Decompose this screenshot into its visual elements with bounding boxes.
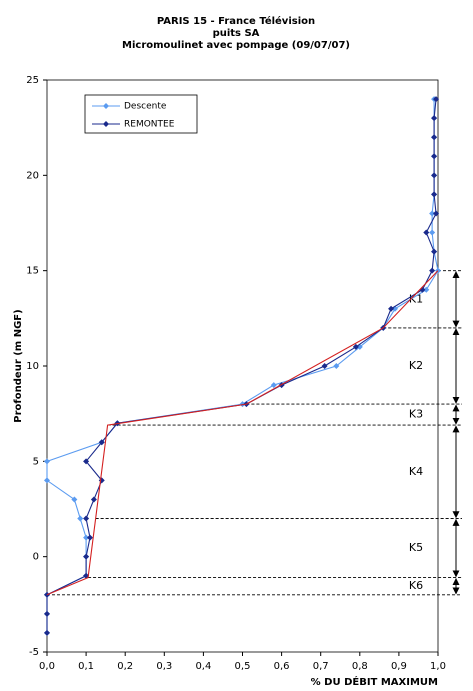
data-point bbox=[429, 210, 436, 217]
data-point bbox=[71, 496, 78, 503]
legend-label: Descente bbox=[124, 102, 167, 112]
data-point bbox=[270, 382, 277, 389]
x-tick-label: 0,6 bbox=[274, 661, 290, 672]
data-point bbox=[333, 363, 340, 369]
x-tick-label: 0,3 bbox=[156, 661, 172, 672]
chart-subtitle: puits SA bbox=[213, 28, 260, 39]
data-point bbox=[431, 153, 438, 160]
zone-label: K6 bbox=[409, 579, 423, 592]
data-point bbox=[239, 401, 246, 408]
y-tick-label: 5 bbox=[33, 456, 39, 467]
y-tick-label: -5 bbox=[29, 647, 39, 658]
legend-label: REMONTEE bbox=[124, 120, 175, 130]
y-tick-label: 10 bbox=[26, 361, 39, 372]
x-tick-label: 0,0 bbox=[39, 661, 55, 672]
y-axis-label: Profondeur (m NGF) bbox=[13, 309, 24, 422]
data-point bbox=[44, 477, 50, 484]
data-point bbox=[87, 534, 94, 541]
data-point bbox=[433, 210, 440, 217]
data-point bbox=[83, 458, 90, 465]
x-tick-label: 0,4 bbox=[195, 661, 211, 672]
data-point bbox=[423, 286, 430, 293]
data-point bbox=[431, 115, 438, 122]
x-tick-label: 0,2 bbox=[117, 661, 133, 672]
data-point bbox=[431, 172, 438, 179]
data-point bbox=[44, 610, 50, 617]
data-point bbox=[352, 343, 359, 350]
y-tick-label: 20 bbox=[26, 170, 39, 181]
plot-area bbox=[46, 79, 439, 653]
zone-label: K4 bbox=[409, 465, 423, 478]
legend-marker bbox=[103, 103, 109, 109]
data-point bbox=[44, 458, 50, 465]
data-point bbox=[77, 515, 84, 522]
chart-title: PARIS 15 - France Télévision bbox=[157, 15, 315, 27]
chart-subtitle: Micromoulinet avec pompage (09/07/07) bbox=[122, 40, 350, 51]
y-tick-label: 15 bbox=[26, 266, 39, 277]
y-tick-label: 0 bbox=[33, 552, 39, 563]
data-point bbox=[431, 134, 438, 141]
data-point bbox=[431, 248, 438, 255]
y-tick-label: 25 bbox=[26, 75, 39, 86]
data-point bbox=[429, 267, 436, 274]
x-tick-label: 0,8 bbox=[352, 661, 368, 672]
x-tick-label: 0,1 bbox=[78, 661, 94, 672]
data-point bbox=[44, 629, 50, 636]
data-point bbox=[83, 534, 90, 541]
data-point bbox=[83, 515, 90, 522]
x-tick-label: 1,0 bbox=[430, 661, 446, 672]
data-point bbox=[90, 496, 97, 503]
x-tick-label: 0,9 bbox=[391, 661, 407, 672]
data-point bbox=[321, 363, 328, 369]
series-line bbox=[46, 99, 439, 633]
data-point bbox=[83, 553, 90, 560]
data-point bbox=[429, 229, 436, 236]
zone-label: K5 bbox=[409, 541, 423, 554]
x-tick-label: 0,5 bbox=[235, 661, 251, 672]
series-line bbox=[46, 270, 439, 596]
zone-label: K3 bbox=[409, 408, 423, 421]
zone-label: K2 bbox=[409, 359, 423, 372]
data-point bbox=[388, 305, 395, 312]
legend-marker bbox=[103, 121, 109, 127]
data-point bbox=[98, 439, 105, 446]
data-point bbox=[431, 191, 438, 198]
data-point bbox=[433, 96, 440, 103]
x-axis-label: % DU DÉBIT MAXIMUM bbox=[311, 675, 438, 688]
x-tick-label: 0,7 bbox=[313, 661, 329, 672]
series-line bbox=[46, 99, 437, 633]
legend-box bbox=[84, 94, 198, 134]
data-point bbox=[423, 229, 430, 236]
